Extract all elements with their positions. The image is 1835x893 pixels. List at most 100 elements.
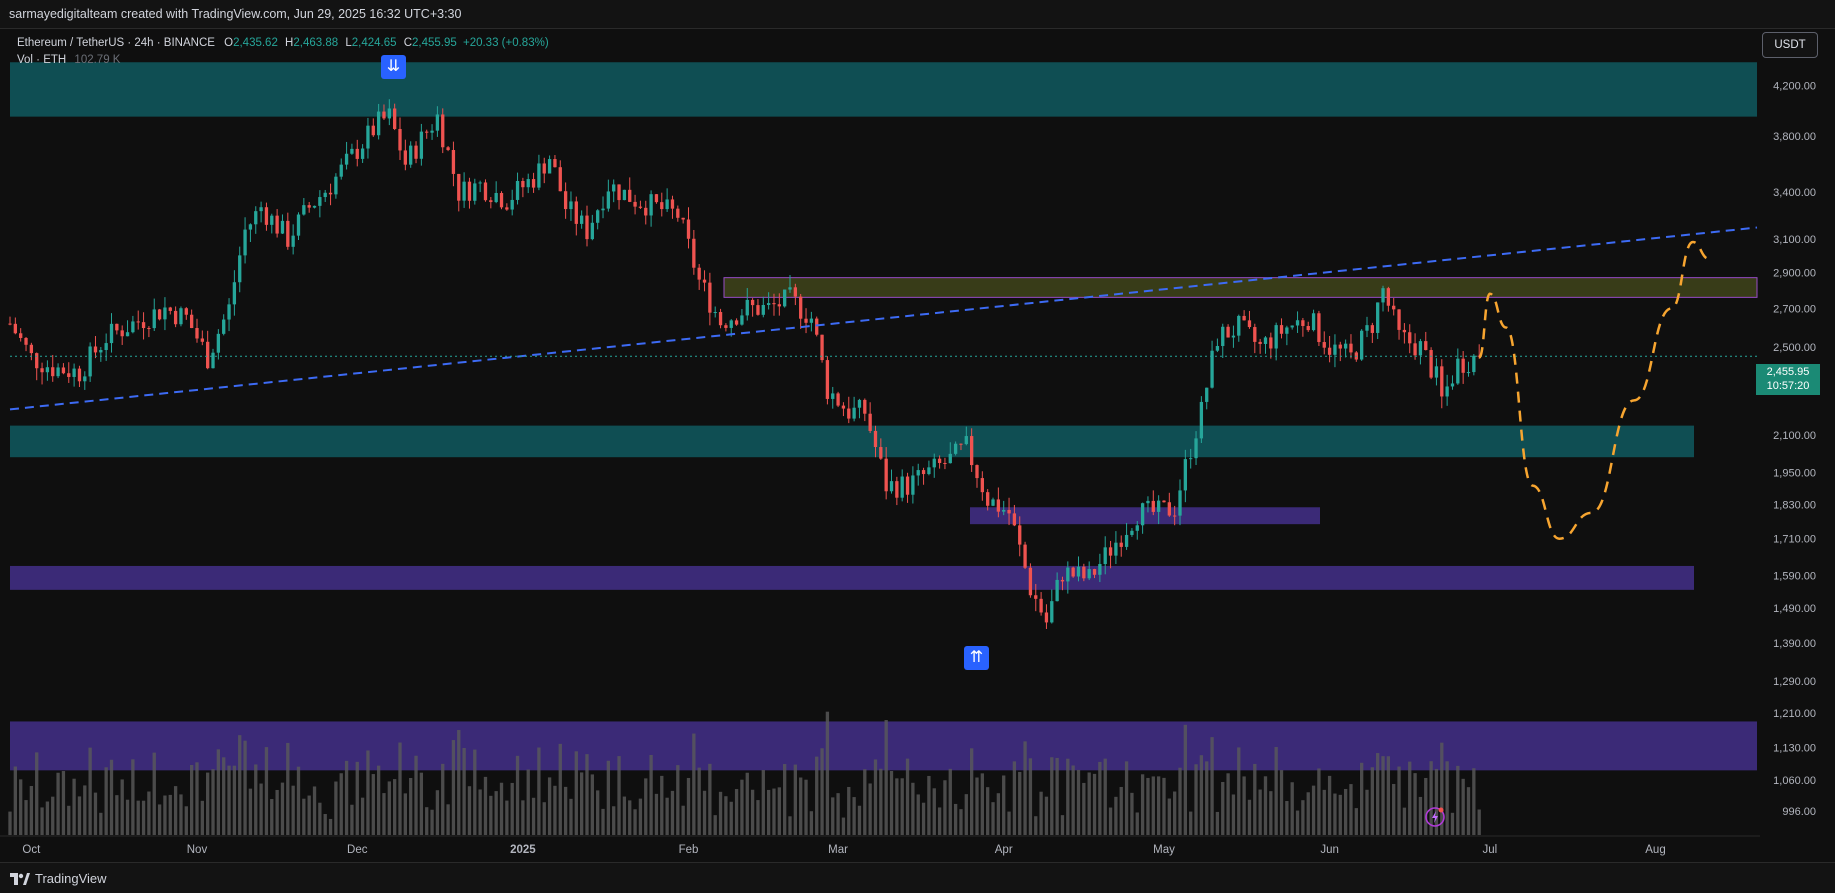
candle-body (318, 197, 322, 206)
candle-body (772, 303, 776, 305)
candle-body (537, 163, 541, 188)
candle-body (387, 108, 391, 119)
volume-bar (1007, 811, 1011, 835)
volume-bar (1413, 773, 1417, 835)
candle-body (585, 215, 589, 240)
volume-bar (612, 806, 616, 835)
time-tick-label: Oct (22, 844, 41, 856)
time-tick-label: Dec (347, 844, 368, 856)
candle-body (644, 207, 648, 216)
volume-bar (376, 765, 381, 835)
candle-body (1327, 347, 1332, 355)
volume-bar (1205, 761, 1209, 835)
volume-bar (387, 781, 391, 835)
candle-body (953, 443, 958, 454)
volume-bar (1242, 776, 1246, 835)
volume-bar (232, 765, 237, 835)
volume-bar (1365, 789, 1369, 835)
price-tick-label: 3,100.00 (1773, 234, 1816, 246)
double-chevron-up-icon[interactable]: ⇈ (964, 646, 989, 670)
volume-bar (900, 778, 904, 835)
volume-bar (243, 740, 247, 835)
volume-bar (777, 787, 781, 835)
candle-body (35, 353, 39, 369)
candle-body (1450, 383, 1455, 387)
candle-body (1408, 332, 1412, 344)
volume-bar (483, 776, 488, 835)
candle-body (211, 352, 215, 369)
candle-body (328, 192, 333, 195)
volume-bar (1050, 757, 1054, 835)
volume-bar (515, 755, 520, 835)
price-axis[interactable]: 4,600.004,200.003,800.003,400.003,100.00… (1760, 29, 1835, 862)
candle-body (99, 349, 103, 353)
top-bar: sarmayedigitalteam created with TradingV… (0, 0, 1835, 29)
volume-bar (366, 750, 370, 835)
volume-bar (344, 760, 349, 835)
volume-bar (83, 785, 87, 835)
volume-bar (280, 782, 285, 835)
candle-body (1194, 438, 1198, 459)
candle-body (499, 193, 504, 208)
volume-bar (1311, 785, 1316, 835)
volume-bar (1151, 776, 1155, 835)
volume-bar (275, 789, 279, 835)
volume-bar (1381, 756, 1385, 835)
candle-body (457, 173, 461, 201)
volume-bar (1354, 808, 1358, 835)
volume-bar (457, 730, 461, 835)
candle-body (521, 180, 525, 188)
candle-body (446, 147, 450, 151)
volume-bar (750, 789, 755, 835)
volume-bar (756, 800, 760, 835)
candle-body (451, 150, 456, 174)
volume-bar (1012, 761, 1017, 835)
volume-label[interactable]: Vol · ETH (17, 54, 67, 66)
candle-body (847, 408, 851, 419)
volume-bar (318, 802, 322, 835)
volume-bar (179, 794, 183, 835)
volume-bar (783, 764, 787, 835)
candle-body (1359, 330, 1364, 360)
volume-bar (141, 800, 146, 835)
volume-bar (1130, 792, 1134, 835)
symbol-name[interactable]: Ethereum / TetherUS · 24h · BINANCE (17, 37, 215, 49)
candle-body (708, 282, 712, 313)
volume-bar (328, 818, 333, 835)
currency-button[interactable]: USDT (1762, 32, 1818, 58)
volume-bar (590, 774, 594, 835)
change-value: +20.33 (+0.83%) (462, 37, 549, 49)
candle-body (259, 207, 263, 212)
candle-body (1012, 513, 1017, 526)
tradingview-logo[interactable]: TradingView (10, 871, 107, 886)
volume-bar (847, 786, 851, 835)
candle-body (227, 304, 231, 320)
double-chevron-down-icon[interactable]: ⇊ (381, 55, 406, 79)
candle-body (1039, 598, 1043, 613)
volume-bar (633, 809, 637, 835)
candle-body (1087, 569, 1091, 579)
price-tick-label: 1,130.00 (1773, 743, 1816, 755)
candle-body (622, 189, 627, 201)
volume-bar (601, 808, 605, 835)
time-axis[interactable]: Oct Nov Dec 2025 Feb Mar Apr May Jun Jul Aug (0, 835, 1760, 856)
candle-body (1365, 325, 1369, 331)
candle-body (1237, 315, 1241, 336)
candle-body (1130, 530, 1134, 535)
volume-bar (895, 778, 899, 835)
lightning-icon[interactable] (1424, 806, 1446, 828)
candle-body (473, 183, 477, 201)
candle-body (425, 131, 429, 133)
volume-bar (799, 777, 803, 835)
candle-body (1397, 309, 1401, 330)
volume-bar (863, 769, 867, 835)
candle-body (579, 215, 584, 224)
volume-bar (403, 793, 408, 835)
candle-body (1221, 326, 1225, 347)
volume-bar (873, 759, 878, 835)
candle-body (510, 199, 514, 210)
volume-bar (1290, 782, 1294, 835)
volume-value: 102.79 K (74, 54, 121, 66)
candle-body (275, 215, 279, 234)
